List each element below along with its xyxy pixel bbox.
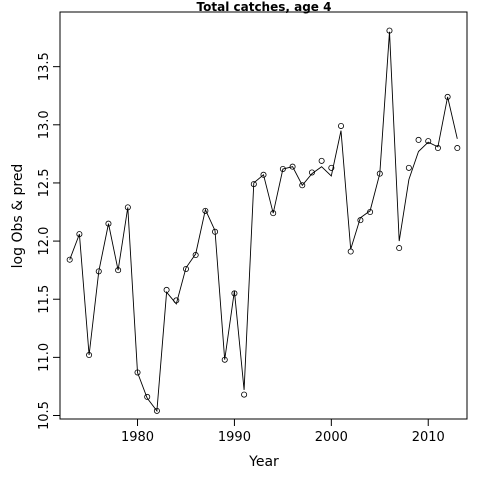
x-tick-label: 1980	[121, 430, 154, 445]
observed-point	[425, 138, 432, 145]
x-tick-label: 1990	[218, 430, 251, 445]
observed-point	[250, 181, 257, 188]
observed-point	[115, 267, 122, 274]
observed-point	[386, 27, 393, 34]
observed-point	[405, 164, 412, 171]
y-axis-label: log Obs & pred	[10, 164, 26, 269]
observed-point	[231, 290, 238, 297]
x-axis: 1980 1990 2000 2010	[121, 419, 445, 445]
observed-point	[134, 369, 141, 376]
observed-point	[212, 228, 219, 235]
observed-point	[173, 297, 180, 304]
observed-point	[454, 145, 461, 152]
observed-point	[328, 164, 335, 171]
observed-point	[347, 248, 354, 255]
observed-point	[124, 204, 131, 211]
observed-point	[376, 170, 383, 177]
observed-point	[202, 207, 209, 214]
observed-point	[270, 210, 277, 217]
y-tick-label: 13.0	[37, 110, 52, 139]
y-axis: 10.5 11.0 11.5 12.0 12.5 13.0 13.5	[37, 52, 60, 430]
observed-point	[444, 93, 451, 100]
observed-point	[86, 352, 93, 359]
observed-point	[192, 252, 199, 259]
observed-point	[289, 163, 296, 170]
observed-point	[367, 209, 374, 216]
observed-point	[163, 286, 170, 293]
x-tick-label: 2000	[315, 430, 348, 445]
x-axis-label: Year	[248, 454, 279, 470]
observed-point	[279, 165, 286, 172]
y-tick-label: 13.5	[37, 52, 52, 81]
observed-point	[318, 157, 325, 164]
observed-series	[66, 27, 461, 414]
y-tick-label: 12.0	[37, 227, 52, 256]
observed-point	[153, 407, 160, 414]
observed-point	[241, 391, 248, 398]
predicted-line	[69, 31, 458, 413]
observed-point	[299, 182, 306, 189]
predicted-series	[69, 31, 458, 413]
y-tick-label: 12.5	[37, 168, 52, 197]
y-tick-label: 11.0	[37, 343, 52, 372]
observed-point	[221, 356, 228, 363]
observed-point	[415, 136, 422, 143]
y-tick-label: 11.5	[37, 285, 52, 314]
observed-point	[144, 393, 151, 400]
observed-point	[338, 122, 345, 129]
observed-point	[260, 171, 267, 178]
x-tick-label: 2010	[412, 430, 445, 445]
observed-point	[308, 169, 315, 176]
observed-point	[182, 265, 189, 272]
observed-point	[66, 256, 73, 263]
plot-frame	[59, 11, 468, 420]
y-tick-label: 10.5	[37, 401, 52, 430]
observed-point	[396, 245, 403, 252]
observed-point	[95, 268, 102, 275]
observed-point	[105, 220, 112, 227]
observed-point	[76, 231, 83, 238]
observed-point	[357, 217, 364, 224]
observed-point	[434, 145, 441, 152]
chart-title: Total catches, age 4	[197, 0, 332, 14]
